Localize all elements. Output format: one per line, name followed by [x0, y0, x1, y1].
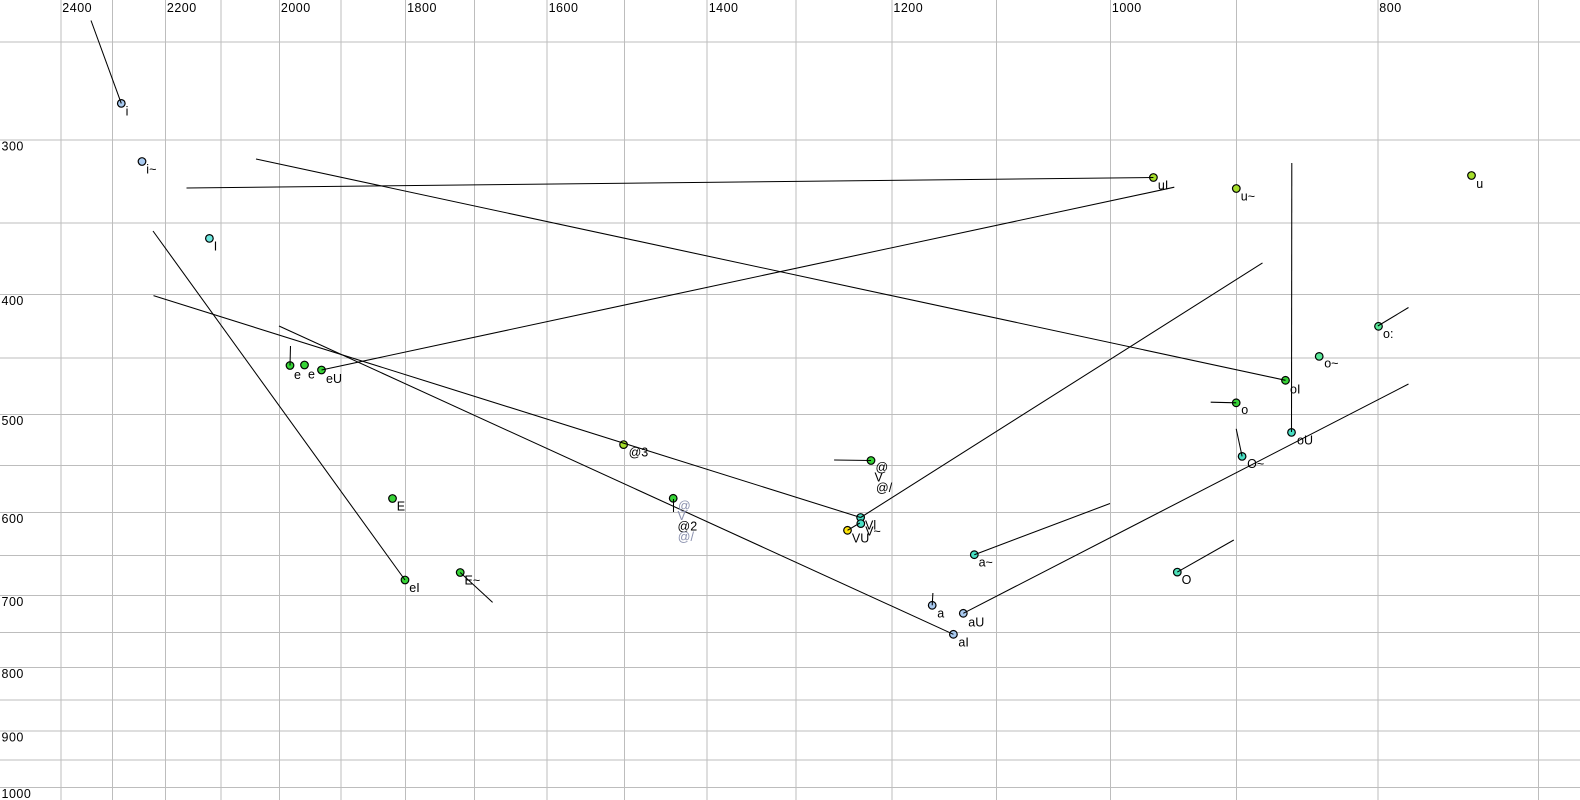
svg-text:@: @ [876, 460, 889, 474]
svg-text:Vl: Vl [865, 518, 876, 532]
svg-text:@3: @3 [629, 446, 649, 460]
svg-text:aU: aU [968, 615, 984, 629]
svg-text:1800: 1800 [407, 1, 437, 15]
svg-text:oI: oI [1290, 382, 1300, 396]
svg-text:aI: aI [958, 635, 968, 649]
svg-text:800: 800 [1379, 1, 1401, 15]
svg-text:e: e [294, 368, 301, 382]
svg-text:300: 300 [2, 140, 24, 154]
svg-text:2400: 2400 [62, 1, 92, 15]
svg-text:V~: V~ [865, 524, 881, 538]
svg-text:1600: 1600 [549, 1, 579, 15]
svg-text:i~: i~ [146, 163, 156, 177]
svg-text:1000: 1000 [1112, 1, 1142, 15]
svg-text:1400: 1400 [709, 1, 739, 15]
svg-text:@/: @/ [678, 530, 695, 544]
svg-text:V: V [678, 509, 687, 523]
svg-text:u~: u~ [1241, 190, 1255, 204]
svg-text:O~: O~ [1247, 457, 1264, 471]
svg-text:o:: o: [1383, 327, 1393, 341]
svg-text:O: O [1182, 573, 1192, 587]
svg-text:400: 400 [2, 294, 24, 308]
svg-text:i: i [126, 104, 129, 118]
svg-text:900: 900 [2, 730, 24, 744]
svg-text:2200: 2200 [167, 1, 197, 15]
svg-text:@2: @2 [678, 520, 698, 534]
svg-text:@: @ [678, 499, 691, 513]
svg-text:a~: a~ [979, 556, 993, 570]
svg-text:500: 500 [2, 414, 24, 428]
svg-text:E: E [397, 500, 405, 514]
svg-text:@/: @/ [876, 481, 893, 495]
svg-text:e: e [308, 368, 315, 382]
svg-text:VU: VU [852, 531, 869, 545]
svg-text:o: o [1241, 403, 1248, 417]
svg-text:uI: uI [1158, 179, 1168, 193]
svg-text:o~: o~ [1324, 356, 1338, 370]
svg-text:2000: 2000 [281, 1, 311, 15]
svg-text:oU: oU [1297, 433, 1313, 447]
svg-text:eI: eI [409, 581, 419, 595]
svg-text:700: 700 [2, 595, 24, 609]
svg-text:1200: 1200 [893, 1, 923, 15]
svg-text:800: 800 [2, 667, 24, 681]
svg-text:eU: eU [326, 372, 342, 386]
svg-text:u: u [1476, 177, 1483, 191]
svg-text:V: V [875, 471, 884, 485]
svg-text:1000: 1000 [2, 787, 32, 800]
svg-text:E~: E~ [465, 574, 481, 588]
svg-text:a: a [937, 606, 944, 620]
svg-text:I: I [214, 239, 217, 253]
svg-text:600: 600 [2, 512, 24, 526]
